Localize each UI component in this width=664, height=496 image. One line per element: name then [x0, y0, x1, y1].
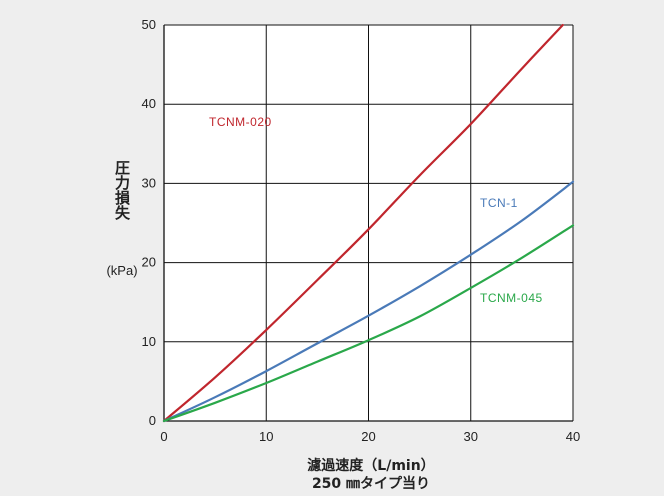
y-axis-unit: (kPa): [106, 263, 137, 278]
y-tick-label: 30: [142, 175, 156, 190]
x-axis-sublabel: 250 ㎜タイプ当り: [312, 475, 430, 492]
series-label-tcnm-045: TCNM-045: [480, 291, 543, 305]
x-tick-label: 0: [160, 429, 167, 444]
x-tick-label: 40: [566, 429, 580, 444]
y-axis-label: 圧力損失: [113, 160, 131, 221]
grid-lines: [164, 24, 574, 421]
x-axis-ticks: 0 10 20 30 40: [160, 429, 580, 444]
x-axis-label: 濾過速度（L/min）: [307, 457, 434, 474]
series-label-tcnm-020: TCNM-020: [209, 115, 272, 129]
y-tick-label: 0: [149, 413, 156, 428]
series-label-tcn-1: TCN-1: [480, 196, 518, 210]
x-tick-label: 10: [259, 429, 273, 444]
series-line-tcn-1: [162, 180, 575, 423]
series-line-tcnm-020: [162, 23, 564, 423]
y-tick-label: 20: [142, 255, 156, 270]
x-tick-label: 30: [464, 429, 478, 444]
x-tick-label: 20: [361, 429, 375, 444]
series-labels: TCNM-020 TCN-1 TCNM-045: [209, 115, 543, 305]
y-axis-ticks: 0 10 20 30 40 50: [142, 17, 156, 428]
y-tick-label: 40: [142, 96, 156, 111]
y-tick-label: 50: [142, 17, 156, 32]
data-series: [162, 23, 575, 423]
series-line-tcnm-045: [162, 224, 575, 423]
y-tick-label: 10: [142, 334, 156, 349]
axes: [163, 25, 573, 422]
